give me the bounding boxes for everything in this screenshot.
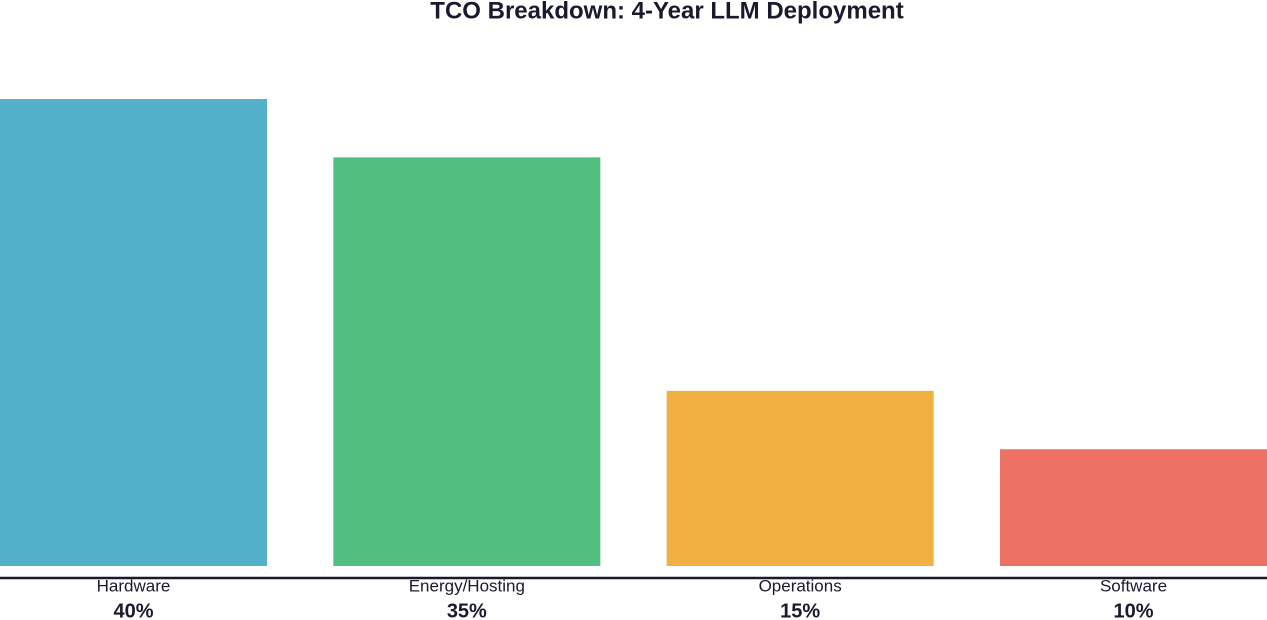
x-tick-label: Software <box>1100 576 1167 595</box>
x-tick-label: Hardware <box>97 576 171 595</box>
x-tick-label: Energy/Hosting <box>409 576 525 595</box>
bar <box>999 449 1267 566</box>
value-label: 15% <box>780 600 820 620</box>
bar <box>666 390 934 566</box>
bar <box>0 99 267 566</box>
value-label: 10% <box>1113 600 1153 620</box>
bar <box>333 157 601 566</box>
x-tick-label: Operations <box>759 576 842 595</box>
value-label: 35% <box>447 600 487 620</box>
value-label: 40% <box>113 600 153 620</box>
chart-title: TCO Breakdown: 4-Year LLM Deployment <box>430 0 903 24</box>
